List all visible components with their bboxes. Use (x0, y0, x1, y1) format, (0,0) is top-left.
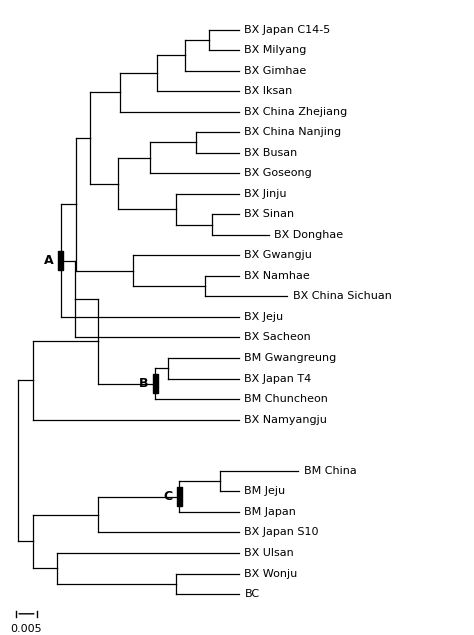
Text: BX Sinan: BX Sinan (245, 210, 294, 219)
Text: BX Wonju: BX Wonju (245, 568, 298, 578)
Text: BX Jinju: BX Jinju (245, 189, 287, 199)
Text: BX China Zhejiang: BX China Zhejiang (245, 107, 347, 117)
Text: BX Jeju: BX Jeju (245, 312, 283, 322)
Text: BX Donghae: BX Donghae (274, 230, 343, 240)
Text: BM China: BM China (304, 466, 356, 476)
Text: BX Namyangju: BX Namyangju (245, 415, 327, 425)
Text: B: B (139, 377, 148, 390)
Text: BX Japan T4: BX Japan T4 (245, 373, 312, 384)
Text: BX China Sichuan: BX China Sichuan (292, 291, 392, 302)
Text: BC: BC (245, 589, 260, 599)
Text: BX China Nanjing: BX China Nanjing (245, 127, 342, 137)
Text: BX Gwangju: BX Gwangju (245, 250, 312, 260)
Text: BX Japan S10: BX Japan S10 (245, 528, 319, 537)
Text: BX Ulsan: BX Ulsan (245, 548, 294, 558)
Text: BM Japan: BM Japan (245, 507, 296, 517)
Text: BM Gwangreung: BM Gwangreung (245, 353, 337, 363)
Text: BX Gimhae: BX Gimhae (245, 65, 307, 76)
Text: BM Jeju: BM Jeju (245, 486, 285, 497)
Text: C: C (163, 490, 173, 503)
Text: BX Namhae: BX Namhae (245, 271, 310, 281)
Text: 0.005: 0.005 (10, 624, 42, 634)
Text: BX Goseong: BX Goseong (245, 168, 312, 178)
Text: A: A (44, 254, 54, 267)
Text: BX Busan: BX Busan (245, 148, 298, 157)
Text: BX Sacheon: BX Sacheon (245, 333, 311, 342)
Text: BX Milyang: BX Milyang (245, 45, 307, 55)
Text: BM Chuncheon: BM Chuncheon (245, 394, 328, 404)
Text: BX Japan C14-5: BX Japan C14-5 (245, 25, 331, 35)
Text: BX Iksan: BX Iksan (245, 86, 292, 96)
